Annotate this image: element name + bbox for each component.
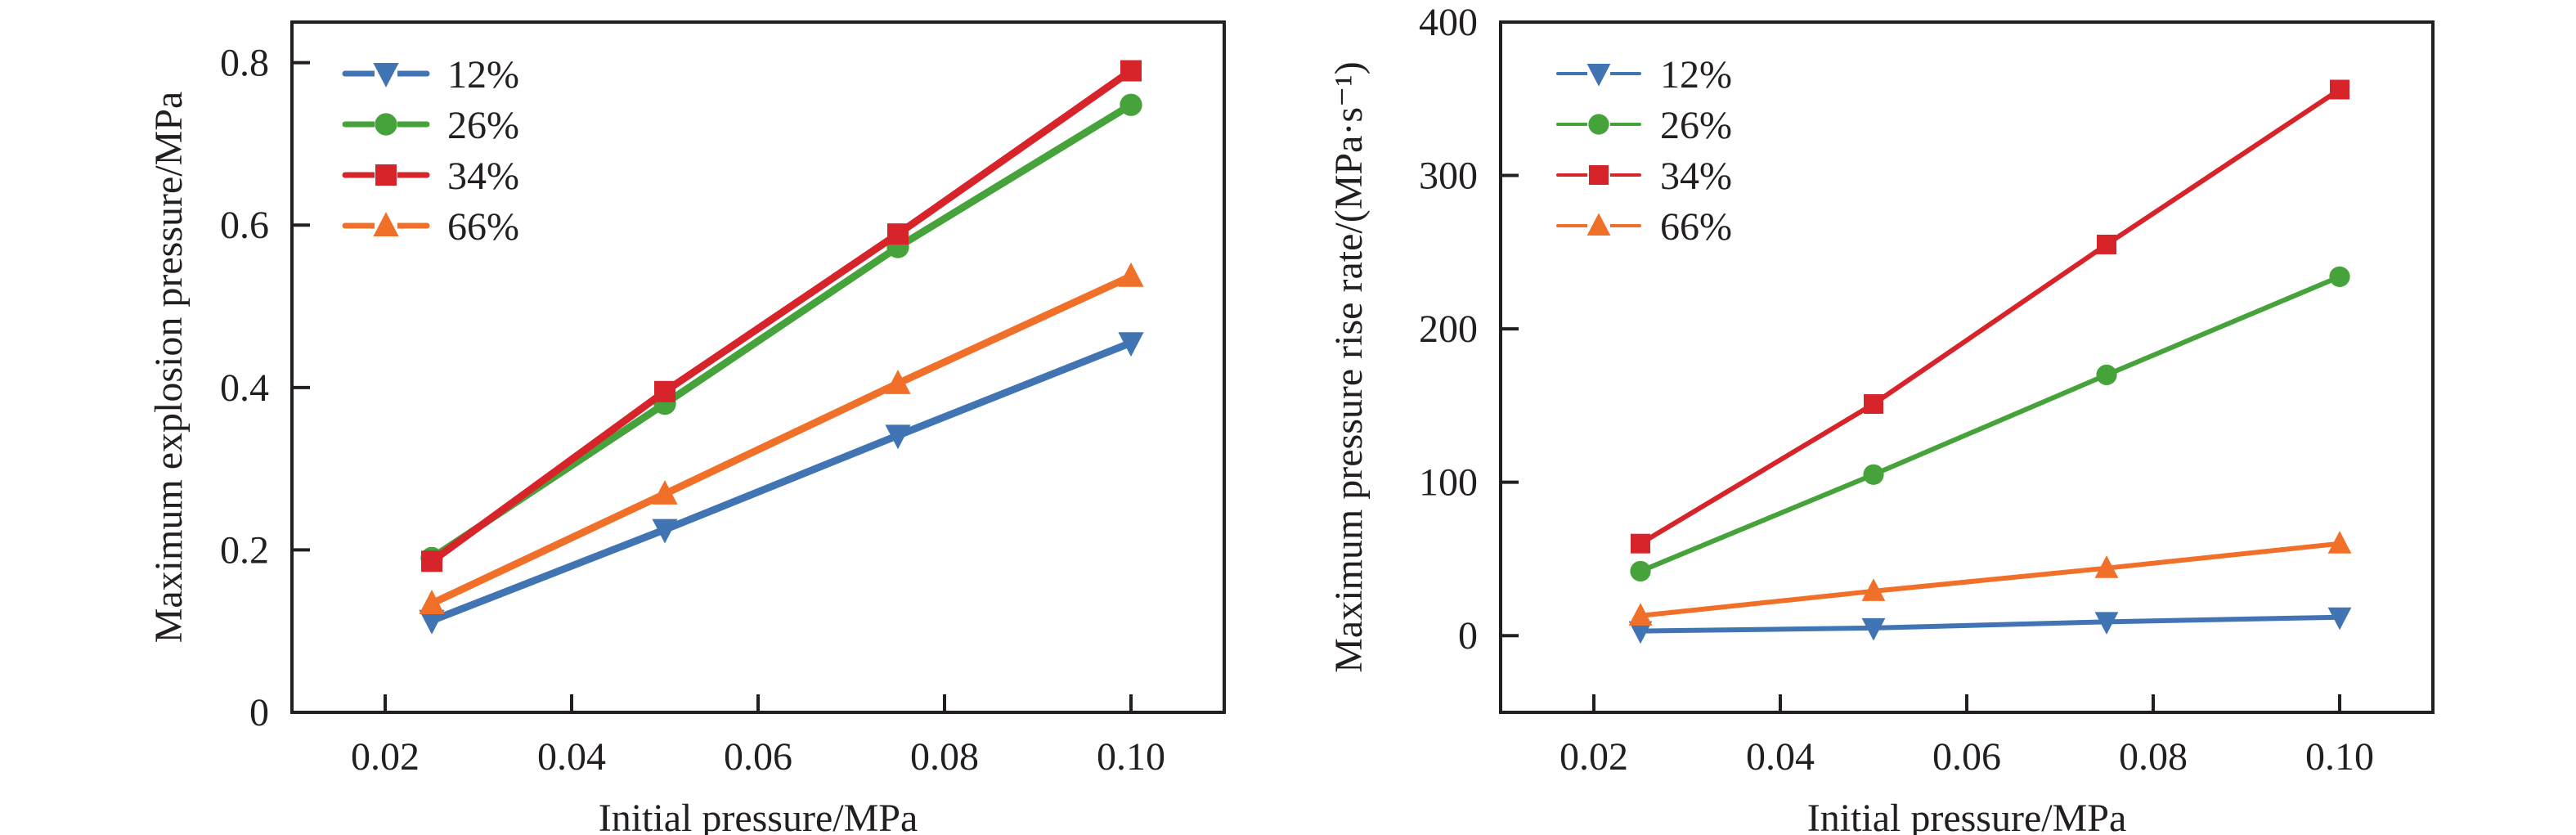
data-point: [2094, 555, 2119, 578]
x-tick-label: 0.02: [351, 735, 420, 779]
y-tick-label: 0.8: [220, 42, 269, 85]
data-point: [2329, 266, 2350, 287]
x-tick-label: 0.08: [2119, 735, 2188, 779]
legend-marker-icon: [375, 164, 397, 186]
y-tick-label: 0: [249, 691, 269, 734]
data-point: [1863, 464, 1884, 485]
legend-label: 26%: [447, 104, 519, 147]
legend-item: 34%: [342, 155, 519, 198]
legend-label: 12%: [1660, 53, 1732, 97]
series-line: [428, 101, 1135, 562]
legend-item: 26%: [1556, 104, 1732, 147]
y-tick-label: 0.6: [220, 204, 269, 247]
data-point: [2330, 79, 2349, 100]
legend-label: 12%: [447, 53, 519, 97]
series-line: [428, 339, 1135, 625]
data-point: [885, 369, 911, 394]
series-66pct: [1628, 531, 2352, 626]
legend-item: 12%: [1556, 53, 1732, 97]
x-tick-label: 0.04: [1746, 735, 1815, 779]
data-point: [2327, 531, 2352, 554]
legend-marker-icon: [373, 63, 399, 88]
series-34pct: [421, 60, 1142, 572]
data-point: [1120, 93, 1142, 116]
legend: 12% 26% 34% 66%: [1556, 53, 1732, 249]
y-axis-title: Maximum explosion pressure/MPa: [147, 92, 191, 644]
x-tick-label: 0.06: [724, 735, 792, 779]
y-axis-title: Maximum pressure rise rate/(MPa·s⁻¹): [1327, 61, 1371, 673]
series-line: [1638, 274, 2342, 574]
legend: 12% 26% 34% 66%: [342, 53, 519, 249]
chart-max-explosion-pressure: 0 0.2 0.4 0.6 0.8 0.02 0.04 0.06 0.08 0.10 Initial…: [147, 20, 1226, 835]
data-point: [1631, 533, 1650, 554]
x-tick-label: 0.10: [2305, 735, 2374, 779]
legend-label: 34%: [1660, 155, 1732, 198]
legend-marker-icon: [1586, 213, 1611, 236]
data-point: [652, 519, 678, 544]
data-point: [654, 380, 675, 402]
legend-item: 26%: [342, 104, 519, 147]
y-tick-label: 0.2: [220, 528, 269, 572]
x-axis-title: Initial pressure/MPa: [1807, 797, 2127, 835]
x-tick-label: 0.08: [910, 735, 979, 779]
x-tick-label: 0.04: [537, 735, 606, 779]
data-point: [2327, 607, 2352, 631]
y-tick-label: 300: [1419, 155, 1478, 198]
data-point: [2096, 364, 2117, 385]
series-66pct: [419, 262, 1144, 614]
data-point: [1120, 60, 1142, 82]
data-point: [421, 550, 442, 572]
legend-label: 66%: [1660, 205, 1732, 249]
series-26pct: [420, 93, 1142, 569]
legend-marker-icon: [1589, 165, 1609, 185]
x-tick-label: 0.02: [1560, 735, 1628, 779]
y-tick-label: 0: [1458, 614, 1478, 658]
legend-marker-icon: [373, 212, 399, 236]
series-12pct: [1628, 607, 2352, 644]
data-point: [1864, 394, 1883, 415]
legend-label: 26%: [1660, 104, 1732, 147]
data-point: [419, 609, 445, 635]
legend-item: 66%: [1556, 205, 1732, 249]
x-tick-label: 0.10: [1097, 735, 1165, 779]
data-point: [1630, 560, 1651, 582]
data-point: [1861, 578, 1886, 601]
legend-marker-icon: [1588, 114, 1609, 135]
data-point: [1118, 332, 1144, 357]
data-point: [652, 479, 678, 505]
data-point: [887, 223, 909, 245]
y-tick-label: 400: [1419, 1, 1478, 44]
x-axis-title: Initial pressure/MPa: [599, 797, 918, 835]
series-line: [1638, 87, 2342, 546]
legend-marker-icon: [1586, 64, 1611, 87]
data-point: [419, 590, 445, 614]
series-line: [428, 272, 1135, 608]
data-point: [2097, 234, 2116, 254]
data-point: [1628, 621, 1653, 644]
series-26pct: [1630, 266, 2350, 582]
chart-max-pressure-rise-rate: 0 100 200 300 400 0.02 0.04 0.06 0.08 0.10 Initial…: [1327, 1, 2435, 835]
data-point: [2094, 612, 2119, 635]
series-12pct: [419, 332, 1144, 635]
legend-item: 12%: [342, 53, 519, 97]
legend-item: 66%: [342, 205, 519, 249]
series-line: [428, 67, 1135, 565]
series-34pct: [1631, 79, 2349, 554]
series-line: [1638, 614, 2342, 634]
legend-label: 66%: [447, 205, 519, 249]
legend-marker-icon: [375, 113, 397, 136]
data-point: [1628, 603, 1653, 626]
legend-label: 34%: [447, 155, 519, 198]
data-point: [1118, 262, 1144, 287]
data-point: [1861, 617, 1886, 641]
y-tick-label: 0.4: [220, 366, 269, 410]
y-tick-label: 100: [1419, 461, 1478, 505]
series-line: [1638, 541, 2342, 618]
y-tick-label: 200: [1419, 308, 1478, 351]
data-point: [885, 424, 911, 450]
x-tick-label: 0.06: [1932, 735, 2001, 779]
legend-item: 34%: [1556, 155, 1732, 198]
